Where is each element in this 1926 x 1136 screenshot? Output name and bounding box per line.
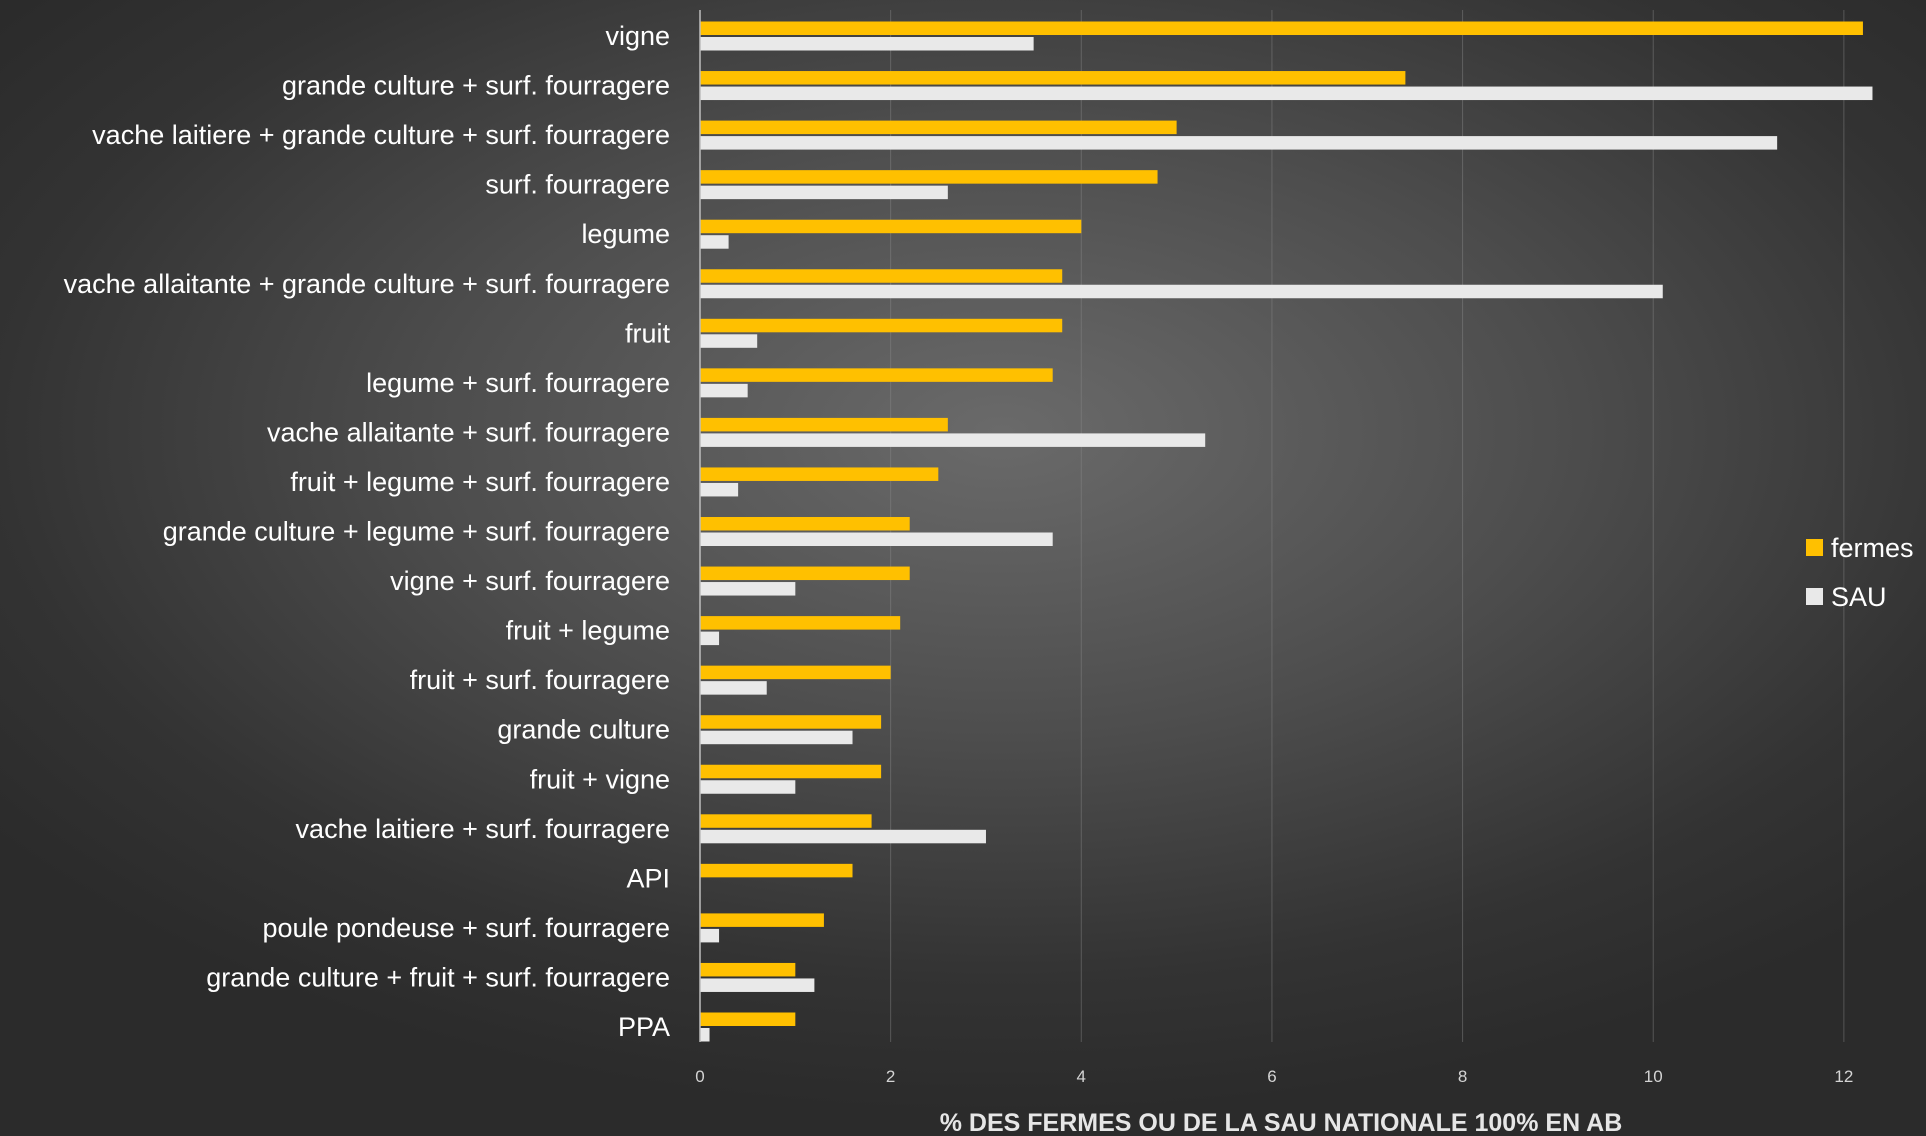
bar-sau [700, 1028, 710, 1042]
x-tick-label: 10 [1644, 1067, 1663, 1086]
bar-sau [700, 185, 948, 200]
bar-sau [700, 37, 1034, 51]
category-label: fruit + vigne [530, 764, 670, 794]
category-label: vache allaitante + surf. fourragere [267, 417, 670, 447]
bar-fermes [700, 269, 1063, 283]
bar-sau [700, 928, 720, 943]
bar-fermes [700, 814, 872, 828]
category-label: fruit + legume + surf. fourragere [290, 467, 670, 497]
x-tick-label: 6 [1267, 1067, 1276, 1086]
category-label: vigne + surf. fourragere [390, 566, 670, 596]
x-tick-label: 8 [1458, 1067, 1467, 1086]
bar-sau [700, 730, 853, 745]
category-label: grande culture + fruit + surf. fourrager… [206, 962, 670, 992]
category-label: vigne [605, 21, 670, 51]
category-label: fruit [625, 318, 671, 348]
bar-sau [700, 383, 748, 398]
bar-sau [700, 136, 1778, 150]
bar-sau [700, 829, 986, 844]
category-label: PPA [618, 1012, 670, 1042]
category-label: grande culture + surf. fourragere [282, 71, 670, 101]
bar-sau [700, 284, 1663, 299]
category-label: vache allaitante + grande culture + surf… [64, 269, 670, 299]
category-label: vache laitiere + grande culture + surf. … [92, 120, 670, 150]
category-label: fruit + legume [506, 616, 670, 646]
bar-sau [700, 482, 739, 497]
category-label: vache laitiere + surf. fourragere [296, 814, 670, 844]
bar-fermes [700, 417, 948, 432]
bar-fermes [700, 665, 891, 680]
x-axis-label: % DES FERMES OU DE LA SAU NATIONALE 100%… [940, 1109, 1623, 1136]
bar-fermes [700, 21, 1863, 35]
bar-fermes [700, 318, 1063, 333]
legend-swatch-fermes [1806, 539, 1823, 556]
bar-sau [700, 86, 1873, 101]
category-label: legume [581, 219, 670, 249]
bar-fermes [700, 170, 1158, 184]
category-label: fruit + surf. fourragere [410, 665, 670, 695]
bar-sau [700, 433, 1206, 447]
category-label: grande culture + legume + surf. fourrage… [163, 517, 670, 547]
x-tick-label: 2 [886, 1067, 895, 1086]
legend-swatch-sau [1806, 588, 1823, 605]
bar-fermes [700, 467, 939, 481]
category-label: legume + surf. fourragere [366, 368, 670, 398]
bar-sau [700, 235, 729, 249]
bar-fermes [700, 517, 910, 531]
bar-fermes [700, 764, 882, 779]
legend-label: SAU [1831, 582, 1887, 612]
x-tick-labels: 0 2 4 6 8 10 12 [695, 1067, 1853, 1086]
bar-fermes [700, 863, 853, 878]
x-tick-label: 0 [695, 1067, 704, 1086]
bar-sau [700, 681, 767, 695]
bars-layer [700, 21, 1873, 1042]
x-tick-label: 12 [1834, 1067, 1853, 1086]
bar-fermes [700, 616, 901, 630]
bar-fermes [700, 120, 1177, 135]
bar-fermes [700, 962, 796, 977]
category-labels: vigne grande culture + surf. fourragere va… [64, 21, 671, 1042]
bar-fermes [700, 566, 910, 581]
bar-fermes [700, 219, 1082, 234]
bar-sau [700, 978, 815, 992]
x-tick-label: 4 [1077, 1067, 1086, 1086]
bar-fermes [700, 368, 1053, 382]
category-label: poule pondeuse + surf. fourragere [262, 913, 670, 943]
bar-fermes [700, 715, 882, 729]
bar-sau [700, 334, 758, 348]
grid-layer [890, 10, 1845, 1042]
bar-sau [700, 532, 1053, 546]
bar-sau [700, 582, 796, 596]
bar-sau [700, 631, 720, 646]
legend-label: fermes [1831, 533, 1914, 563]
bar-sau [700, 780, 796, 794]
category-label: API [626, 863, 670, 893]
legend: fermes SAU [1806, 533, 1914, 612]
category-label: surf. fourragere [485, 170, 670, 200]
bar-fermes [700, 71, 1406, 85]
bar-fermes [700, 913, 824, 927]
category-label: grande culture [497, 715, 670, 745]
bar-fermes [700, 1012, 796, 1026]
